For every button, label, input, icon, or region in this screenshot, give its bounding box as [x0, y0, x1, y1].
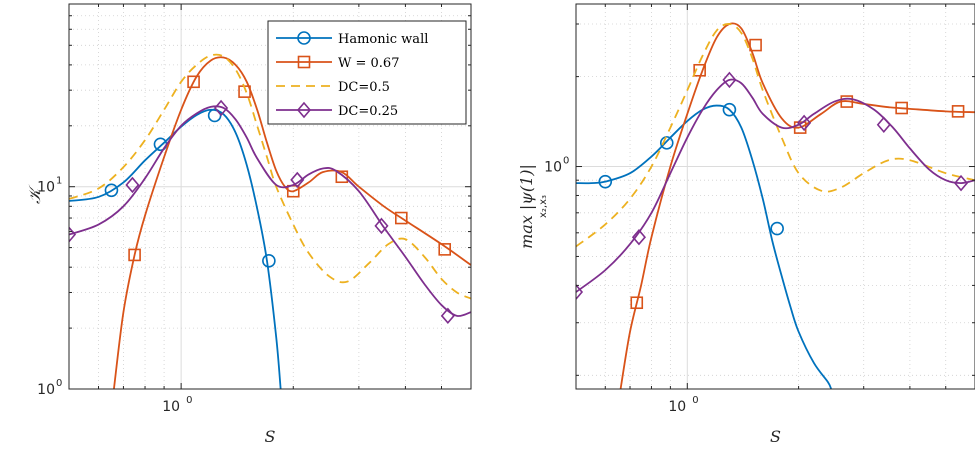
series-2-marker — [438, 243, 452, 256]
series-4-marker — [125, 176, 140, 194]
legend-label-1: Hamonic wall — [338, 32, 428, 47]
series-group — [576, 22, 975, 389]
series-4-marker — [631, 228, 647, 246]
grid — [576, 4, 975, 389]
series-2-marker — [630, 296, 644, 310]
series-4-marker — [876, 116, 891, 133]
series-line-2 — [113, 56, 471, 389]
series-1-marker — [598, 174, 613, 189]
series-line-2 — [619, 22, 975, 389]
series-1-marker — [262, 254, 276, 268]
x-axis-label: S — [265, 427, 276, 446]
series-line-3 — [576, 23, 975, 248]
series-line-4 — [69, 105, 471, 317]
series-2-marker — [128, 248, 141, 262]
series-4-marker — [290, 171, 305, 189]
axes-box — [68, 3, 472, 390]
x-tick-label-exponent: 0 — [692, 395, 698, 406]
y-tick-label-exponent: 1 — [56, 176, 62, 187]
plot-area — [576, 4, 975, 389]
series-1-marker — [770, 221, 784, 236]
series-4-marker — [953, 174, 969, 192]
series-2-marker — [395, 211, 408, 225]
series-1-marker — [722, 102, 737, 117]
y-axis-label: max |ψ(1)| — [517, 164, 536, 249]
series-1-marker — [104, 183, 119, 198]
legend-label-4: DC=0.25 — [338, 104, 398, 119]
axes-box — [575, 3, 975, 390]
legend-label-2: W = 0.67 — [338, 56, 399, 71]
series-4-marker — [440, 307, 455, 325]
series-2-marker — [749, 38, 762, 52]
series-4-marker — [374, 217, 389, 235]
series-4-marker — [722, 71, 737, 89]
legend-marker-1 — [297, 31, 311, 45]
series-line-1 — [69, 108, 282, 389]
series-1-marker — [659, 136, 674, 150]
x-tick-label: 10 — [668, 399, 686, 415]
series-2-marker — [840, 95, 854, 108]
x-tick-label-exponent: 0 — [186, 395, 192, 406]
y-tick-label: 10 — [37, 382, 55, 398]
y-tick-label: 10 — [37, 180, 55, 196]
x-tick-label: 10 — [162, 399, 180, 415]
series-group — [69, 53, 471, 389]
series-line-3 — [69, 53, 471, 300]
series-4-marker — [214, 99, 229, 117]
series-line-1 — [576, 104, 833, 389]
series-2-marker — [693, 63, 706, 77]
series-4-marker — [576, 283, 584, 301]
legend-marker-4 — [296, 101, 312, 119]
series-2-marker — [951, 105, 965, 118]
x-axis-label: S — [770, 427, 781, 446]
y-tick-label-exponent: 0 — [563, 156, 569, 167]
y-axis-label-subscript: x₂,x₃ — [538, 195, 549, 218]
series-line-4 — [576, 78, 975, 293]
series-4-marker — [797, 114, 812, 132]
legend: Hamonic wall W = 0.67 DC=0.5 DC=0.25 — [267, 20, 467, 125]
series-2-marker — [335, 170, 349, 184]
series-4-marker — [69, 226, 77, 243]
legend-marker-2 — [297, 55, 311, 69]
y-tick-label: 10 — [544, 160, 562, 176]
y-tick-label-exponent: 0 — [56, 378, 62, 389]
series-2-marker — [895, 101, 908, 115]
legend-label-3: DC=0.5 — [338, 80, 390, 95]
series-2-marker — [187, 75, 200, 89]
